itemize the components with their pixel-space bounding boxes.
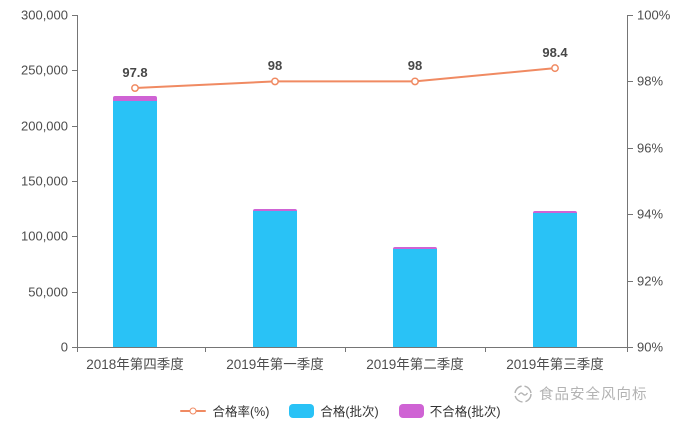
legend-item-pass-rate[interactable]: 合格率(%) (180, 401, 269, 420)
fail-bar-swatch-icon (398, 403, 424, 418)
left-axis-tick-label: 50,000 (28, 284, 68, 300)
bar-stack (113, 95, 157, 347)
right-axis-tick-mark (628, 347, 633, 348)
x-axis-tick-mark (485, 347, 486, 352)
rate-point-label: 98 (407, 58, 423, 74)
left-axis-tick-label: 200,000 (21, 118, 68, 134)
left-axis-tick-label: 300,000 (21, 7, 68, 23)
right-axis-tick-label: 96% (637, 140, 664, 156)
left-axis-tick-label: 0 (60, 339, 68, 355)
left-axis-tick-mark (72, 236, 77, 238)
x-axis-category-label: 2019年第二季度 (366, 357, 464, 372)
rate-point-label: 98.4 (542, 45, 568, 61)
right-axis-tick-label: 92% (637, 273, 664, 289)
line-series-marker-icon (180, 407, 207, 414)
x-axis-tick-mark (205, 347, 206, 352)
right-axis-tick-mark (628, 280, 633, 282)
x-axis-category-label: 2019年第一季度 (226, 357, 324, 372)
rate-point-label: 98 (267, 58, 283, 74)
x-axis-tick-mark (77, 347, 78, 352)
x-axis-tick-mark (345, 347, 346, 352)
left-axis-tick-mark (72, 70, 77, 72)
rate-line-point[interactable] (411, 77, 419, 86)
pass-bar-segment[interactable] (393, 249, 437, 347)
fail-bar-segment[interactable] (113, 95, 157, 102)
x-axis-line (77, 347, 628, 348)
pass-bar-swatch-icon (289, 403, 315, 418)
left-axis-tick-label: 250,000 (21, 62, 68, 78)
left-axis-tick-mark (72, 181, 77, 182)
x-axis-category-label: 2018年第四季度 (86, 357, 184, 372)
left-axis-tick-mark (72, 291, 77, 293)
x-axis-tick-mark (627, 347, 628, 352)
left-y-axis-line (77, 15, 78, 347)
fail-bar-segment[interactable] (393, 247, 437, 250)
pass-bar-segment[interactable] (253, 211, 297, 347)
legend: 合格率(%) 合格(批次) 不合格(批次) (0, 401, 681, 420)
left-axis-tick-label: 150,000 (21, 173, 68, 189)
legend-item-fail-batches[interactable]: 不合格(批次) (398, 401, 501, 420)
pass-bar-segment[interactable] (533, 213, 577, 347)
right-axis-tick-mark (628, 15, 633, 16)
legend-label-pass-rate: 合格率(%) (212, 405, 270, 419)
right-axis-tick-mark (628, 147, 633, 149)
bar-stack (533, 210, 577, 347)
watermark-text: 食品安全风向标 (539, 387, 648, 403)
bar-stack (253, 208, 297, 347)
right-axis-tick-label: 100% (637, 7, 671, 23)
bar-stack (393, 247, 437, 347)
rate-line-point[interactable] (551, 64, 559, 73)
legend-label-pass-batches: 合格(批次) (320, 405, 379, 419)
right-y-axis-line (627, 15, 628, 347)
watermark: 食品安全风向标 (513, 383, 648, 404)
rate-line-path (134, 67, 556, 90)
left-axis-tick-label: 100,000 (21, 228, 68, 244)
rate-point-label: 97.8 (122, 65, 148, 81)
watermark-logo-icon (514, 384, 532, 403)
x-axis-category-label: 2019年第三季度 (506, 357, 604, 372)
fail-bar-segment[interactable] (533, 210, 577, 214)
legend-item-pass-batches[interactable]: 合格(批次) (289, 401, 379, 420)
pass-bar-segment[interactable] (113, 101, 157, 347)
left-axis-tick-mark (72, 125, 77, 127)
right-axis-tick-mark (628, 214, 633, 216)
right-axis-tick-label: 90% (637, 339, 664, 355)
rate-line-point[interactable] (271, 77, 279, 86)
right-axis-tick-label: 98% (637, 73, 664, 89)
left-axis-tick-mark (72, 347, 77, 348)
rate-line-point[interactable] (131, 84, 139, 92)
legend-label-fail-batches: 不合格(批次) (429, 405, 501, 419)
right-axis-tick-label: 94% (637, 206, 664, 222)
right-axis-tick-mark (628, 81, 633, 83)
left-axis-tick-mark (72, 15, 77, 16)
fail-bar-segment[interactable] (253, 208, 297, 212)
